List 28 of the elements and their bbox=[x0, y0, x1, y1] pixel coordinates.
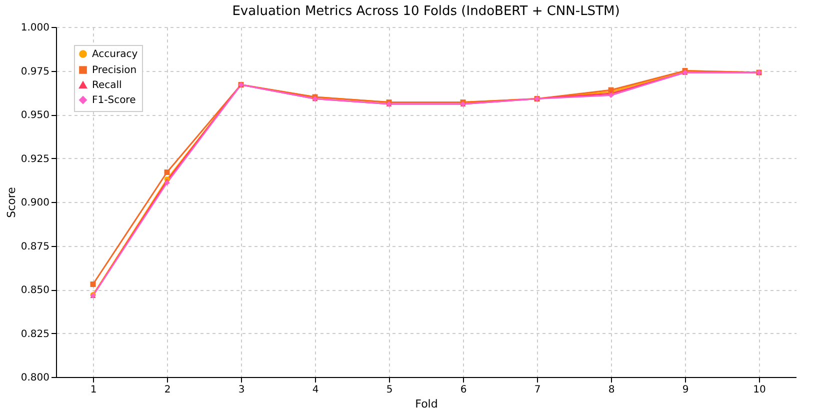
legend-label: F1-Score bbox=[92, 95, 136, 106]
y-tick-label: 0.800 bbox=[20, 372, 50, 384]
x-tick-label: 1 bbox=[90, 384, 97, 396]
point bbox=[164, 170, 170, 175]
x-tick-label: 8 bbox=[608, 384, 615, 396]
legend-label: Precision bbox=[92, 65, 137, 76]
y-tick-label: 0.825 bbox=[20, 328, 50, 340]
y-tick-label: 0.875 bbox=[20, 241, 50, 252]
x-tick-label: 5 bbox=[386, 384, 393, 396]
x-axis-title: Fold bbox=[415, 398, 438, 410]
legend-label: Recall bbox=[92, 80, 122, 91]
x-tick-label: 2 bbox=[164, 384, 171, 396]
x-tick-label: 10 bbox=[753, 384, 766, 396]
y-tick-label: 1.000 bbox=[20, 22, 50, 34]
y-tick-label: 0.900 bbox=[20, 198, 50, 208]
y-axis-title: Score bbox=[4, 186, 18, 218]
x-tick-label: 6 bbox=[460, 384, 467, 396]
y-tick-label: 0.850 bbox=[20, 285, 50, 296]
x-tick-label: 9 bbox=[682, 384, 689, 396]
y-tick-label: 0.950 bbox=[20, 110, 50, 121]
legend-label: Accuracy bbox=[92, 49, 138, 60]
y-tick-label: 0.925 bbox=[20, 154, 50, 165]
point bbox=[90, 282, 96, 287]
chart-title: Evaluation Metrics Across 10 Folds (IndoBERT + CNN-LSTM) bbox=[232, 4, 620, 19]
x-tick-label: 3 bbox=[238, 384, 245, 396]
x-tick-label: 4 bbox=[312, 384, 319, 396]
x-tick-label: 7 bbox=[534, 384, 541, 396]
y-tick-label: 0.975 bbox=[20, 66, 50, 78]
